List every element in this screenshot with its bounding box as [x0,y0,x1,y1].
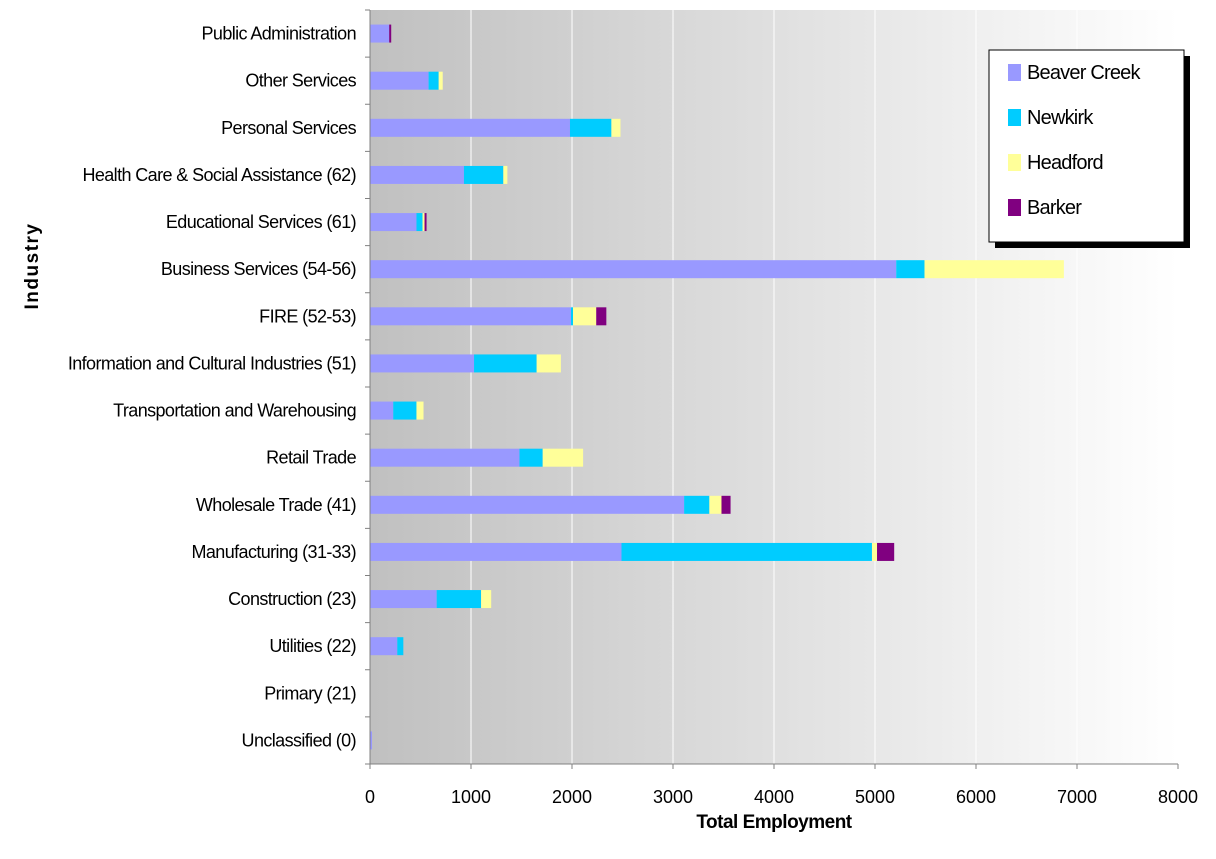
category-label: Business Services (54-56) [161,259,356,279]
legend: Beaver Creek Newkirk Headford Barker [988,49,1190,248]
bar-segment [370,401,394,420]
bar-segment [370,731,373,750]
bar-segment [370,213,417,232]
bar-segment [370,354,475,373]
bars [370,24,1064,750]
category-label: Educational Services (61) [166,212,356,232]
category-label: Construction (23) [228,589,356,609]
bar-segment [503,165,508,184]
bar-segment [721,495,731,514]
category-label: Information and Cultural Industries (51) [68,353,356,373]
x-tick-labels: 0 1000 2000 3000 4000 5000 6000 7000 8000 [365,787,1198,807]
bar-segment [573,307,597,326]
bar-segment [370,71,429,90]
bar-segment [569,118,612,137]
bar-segment [596,307,607,326]
x-tick-label: 4000 [754,787,794,807]
bar-segment [684,495,710,514]
bar-segment [370,495,685,514]
x-axis-title: Total Employment [696,812,852,833]
axes [365,9,1179,769]
bar-segment [871,542,878,561]
legend-swatch [1008,109,1021,126]
x-tick-label: 3000 [653,787,693,807]
legend-swatch [1008,154,1021,171]
bar-segment [393,401,417,420]
bar-segment [896,260,925,279]
bar-segment [570,307,574,326]
legend-swatch [1008,199,1021,216]
bar-segment [542,448,584,467]
bar-segment [370,260,897,279]
x-tick-label: 2000 [552,787,592,807]
category-labels: Public Administration Other Services Perso… [68,24,357,751]
bar-segment [424,213,427,232]
bar-segment [422,213,425,232]
category-label: Utilities (22) [269,636,356,656]
legend-label: Barker [1027,197,1082,219]
category-label: Unclassified (0) [242,730,356,750]
x-tick-label: 6000 [956,787,996,807]
bar-segment [370,24,390,43]
bar-segment [536,354,561,373]
category-label: Manufacturing (31-33) [192,542,357,562]
bar-segment [428,71,439,90]
y-axis-title: Industry [22,223,43,310]
bar-segment [877,542,895,561]
bar-segment [924,260,1064,279]
bar-segment [370,637,398,656]
bar-segment [474,354,537,373]
bar-segment [416,213,423,232]
bar-segment [436,590,482,609]
legend-label: Headford [1027,152,1103,174]
bar-segment [611,118,621,137]
category-label: Retail Trade [266,448,356,468]
bar-segment [416,401,424,420]
x-tick-label: 5000 [855,787,895,807]
bar-segment [370,448,520,467]
bar-segment [709,495,722,514]
category-label: Personal Services [221,118,356,138]
bar-segment [463,165,504,184]
bar-segment [438,71,443,90]
x-tick-label: 1000 [451,787,491,807]
bar-segment [389,24,392,43]
bar-segment [481,590,492,609]
legend-swatch [1008,64,1021,81]
legend-box [988,49,1185,243]
bar-segment [370,542,622,561]
x-tick-label: 7000 [1057,787,1097,807]
legend-label: Beaver Creek [1027,62,1141,84]
category-label: Other Services [245,71,356,91]
x-tick-label: 8000 [1158,787,1198,807]
category-label: Primary (21) [264,683,356,703]
bar-segment [370,118,570,137]
x-tick-label: 0 [365,787,375,807]
category-label: Public Administration [202,24,356,44]
bar-segment [519,448,543,467]
bar-segment [621,542,872,561]
bar-segment [397,637,404,656]
category-label: Transportation and Warehousing [113,401,356,421]
bar-segment [370,165,464,184]
category-label: Wholesale Trade (41) [196,495,356,515]
bar-segment [370,307,571,326]
category-label: FIRE (52-53) [259,306,356,326]
bar-segment [370,590,437,609]
legend-label: Newkirk [1027,107,1094,129]
category-label: Health Care & Social Assistance (62) [82,165,356,185]
